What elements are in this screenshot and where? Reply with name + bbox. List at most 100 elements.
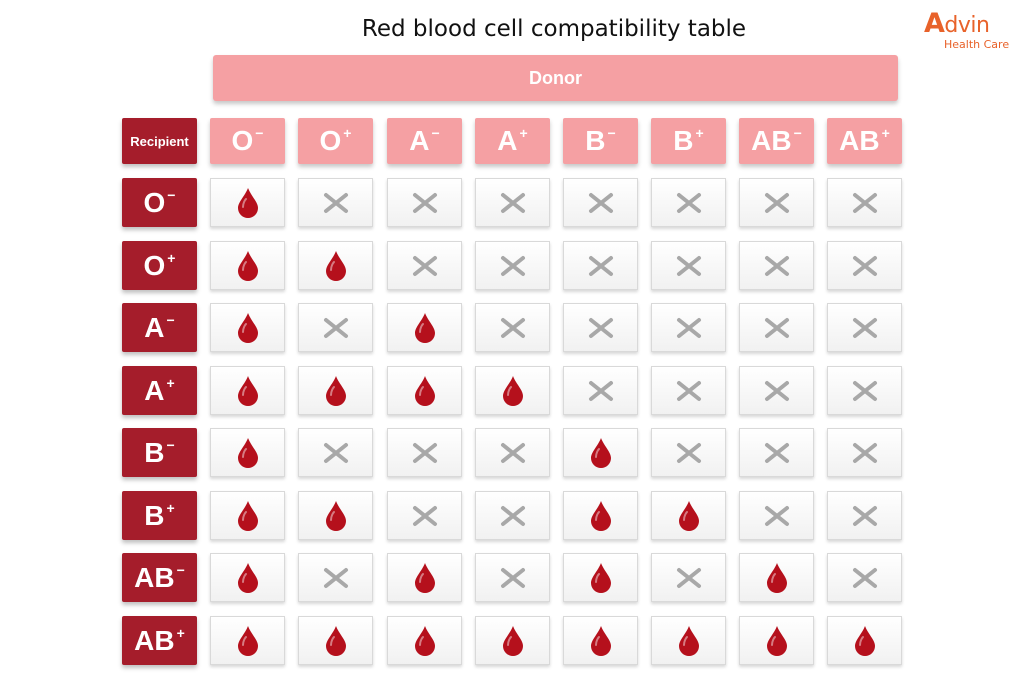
cell-b-pos-from-b-pos-compatible [651,491,726,540]
recipient-type-sign: + [176,624,185,641]
cross-icon [500,505,525,526]
donor-type-letter: A [409,125,430,156]
cell-o-neg-from-b-neg-incompatible [563,178,638,227]
cell-ab-pos-from-b-neg-compatible [563,616,638,665]
blood-drop-icon [766,562,787,593]
cell-o-neg-from-o-neg-compatible [210,178,285,227]
cell-ab-pos-from-o-neg-compatible [210,616,285,665]
recipient-type-sign: − [166,436,175,453]
cross-icon [412,255,437,276]
cross-icon [323,567,348,588]
blood-drop-icon [590,437,611,468]
donor-type-letter: A [497,125,518,156]
cross-icon [500,192,525,213]
blood-drop-icon [590,562,611,593]
cell-ab-neg-from-a-neg-compatible [387,553,462,602]
cell-a-neg-from-b-pos-incompatible [651,303,726,352]
donor-type-sign: − [431,125,440,141]
cell-o-pos-from-o-pos-compatible [298,241,373,290]
cross-icon [764,255,789,276]
blood-drop-icon [414,625,435,656]
donor-type-sign: + [343,125,352,141]
cross-icon [764,505,789,526]
cell-o-neg-from-o-pos-incompatible [298,178,373,227]
recipient-row-a-neg: A − [122,303,197,352]
blood-drop-icon [237,437,258,468]
blood-drop-icon [237,562,258,593]
recipient-type-letter: AB [134,624,175,656]
cell-b-pos-from-a-neg-incompatible [387,491,462,540]
cell-o-neg-from-a-neg-incompatible [387,178,462,227]
cross-icon [588,255,613,276]
donor-type-sign: − [255,125,264,141]
cell-ab-neg-from-ab-pos-incompatible [827,553,902,602]
recipient-type-sign: − [166,311,175,328]
cell-ab-pos-from-ab-pos-compatible [827,616,902,665]
donor-type-letter: O [231,125,254,156]
donor-col-a-pos: A + [475,118,550,164]
cross-icon [676,380,701,401]
cross-icon [676,192,701,213]
logo-subtitle: Health Care [944,38,1010,51]
cross-icon [852,255,877,276]
blood-drop-icon [237,250,258,281]
cross-icon [764,192,789,213]
donor-type-sign: + [695,125,704,141]
cell-a-neg-from-o-neg-compatible [210,303,285,352]
blood-drop-icon [237,187,258,218]
cell-o-neg-from-ab-neg-incompatible [739,178,814,227]
cross-icon [500,442,525,463]
blood-drop-icon [678,500,699,531]
recipient-type-letter: AB [134,561,175,593]
cell-ab-neg-from-b-neg-compatible [563,553,638,602]
cell-ab-neg-from-b-pos-incompatible [651,553,726,602]
blood-drop-icon [590,500,611,531]
cross-icon [588,192,613,213]
cell-b-pos-from-ab-neg-incompatible [739,491,814,540]
chart-title: Red blood cell compatibility table [361,16,747,42]
cross-icon [588,317,613,338]
cell-a-pos-from-o-neg-compatible [210,366,285,415]
cell-a-pos-from-ab-pos-incompatible [827,366,902,415]
recipient-row-ab-neg: AB − [122,553,197,602]
cell-a-neg-from-ab-pos-incompatible [827,303,902,352]
donor-type-letter: O [319,125,342,156]
blood-drop-icon [590,625,611,656]
recipient-type-sign: − [176,561,185,578]
donor-col-b-neg: B − [563,118,638,164]
recipient-type-sign: + [166,374,175,391]
cross-icon [323,442,348,463]
cell-b-neg-from-o-pos-incompatible [298,428,373,477]
donor-col-a-neg: A − [387,118,462,164]
blood-drop-icon [414,375,435,406]
blood-drop-icon [502,625,523,656]
cross-icon [676,255,701,276]
blood-drop-icon [414,562,435,593]
cross-icon [412,505,437,526]
cell-ab-neg-from-o-pos-incompatible [298,553,373,602]
cross-icon [676,567,701,588]
blood-drop-icon [237,625,258,656]
donor-type-sign: − [607,125,616,141]
cell-o-pos-from-a-neg-incompatible [387,241,462,290]
cell-a-neg-from-a-neg-compatible [387,303,462,352]
cross-icon [676,317,701,338]
donor-type-letter: B [673,125,694,156]
cell-b-neg-from-b-pos-incompatible [651,428,726,477]
donor-header: Donor [213,55,898,101]
cell-o-pos-from-b-pos-incompatible [651,241,726,290]
cross-icon [852,380,877,401]
donor-type-sign: − [793,125,802,141]
recipient-type-sign: − [167,186,176,203]
cross-icon [764,380,789,401]
recipient-type-sign: + [167,249,176,266]
recipient-type-letter: O [143,186,166,218]
cross-icon [852,317,877,338]
blood-drop-icon [325,500,346,531]
donor-col-ab-pos: AB + [827,118,902,164]
cell-o-pos-from-ab-neg-incompatible [739,241,814,290]
cell-b-pos-from-a-pos-incompatible [475,491,550,540]
recipient-row-b-neg: B − [122,428,197,477]
blood-drop-icon [237,375,258,406]
recipient-type-letter: A [144,311,165,343]
